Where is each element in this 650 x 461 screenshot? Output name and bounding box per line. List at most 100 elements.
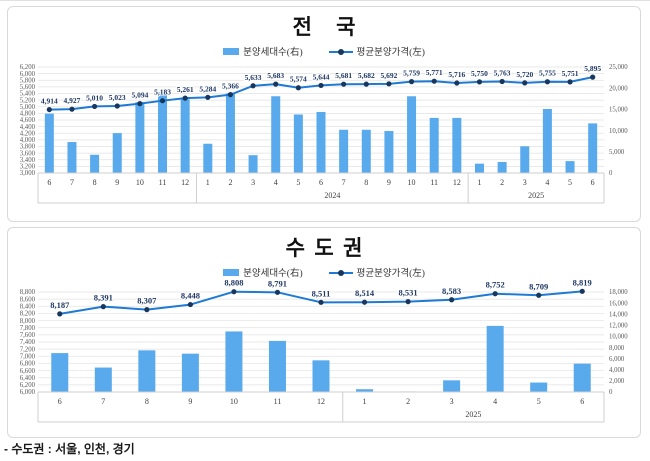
svg-text:4: 4 (493, 397, 497, 406)
legend-item-bar: 분양세대수(右) (223, 44, 303, 58)
chart-title-capital: 수도권 (285, 236, 372, 260)
svg-text:1: 1 (363, 397, 367, 406)
svg-text:5,366: 5,366 (222, 82, 239, 91)
legend-capital: 분양세대수(右) 평균분양가격(左) (8, 264, 640, 280)
svg-text:5,200: 5,200 (20, 97, 36, 104)
svg-text:2,000: 2,000 (609, 378, 625, 385)
svg-text:0: 0 (609, 170, 613, 177)
svg-text:5,023: 5,023 (109, 93, 126, 102)
svg-text:12: 12 (181, 178, 189, 187)
svg-text:5: 5 (568, 178, 572, 187)
svg-text:5,261: 5,261 (177, 85, 194, 94)
svg-text:8,200: 8,200 (20, 311, 36, 318)
svg-text:5,681: 5,681 (335, 71, 352, 80)
svg-text:8,600: 8,600 (20, 296, 36, 303)
svg-text:4,914: 4,914 (41, 97, 58, 106)
svg-text:3,000: 3,000 (20, 170, 36, 177)
svg-text:7,600: 7,600 (20, 332, 36, 339)
svg-text:8,531: 8,531 (399, 288, 418, 298)
svg-text:8: 8 (364, 178, 368, 187)
svg-text:8: 8 (145, 397, 149, 406)
line-series-swatch (328, 269, 353, 276)
svg-text:3: 3 (251, 178, 255, 187)
svg-text:8,448: 8,448 (181, 291, 200, 301)
svg-text:25,000: 25,000 (609, 64, 628, 71)
svg-text:5,895: 5,895 (584, 64, 601, 73)
svg-text:2025: 2025 (465, 410, 481, 419)
svg-text:18,000: 18,000 (609, 289, 628, 296)
svg-text:5,600: 5,600 (20, 84, 36, 91)
svg-text:7,200: 7,200 (20, 346, 36, 353)
page-top-divider (0, 0, 650, 1)
svg-text:10: 10 (408, 178, 416, 187)
svg-text:8,391: 8,391 (94, 293, 113, 303)
svg-text:4,600: 4,600 (20, 117, 36, 124)
svg-text:10,000: 10,000 (609, 334, 628, 341)
svg-text:8,800: 8,800 (20, 289, 36, 296)
svg-text:5,574: 5,574 (290, 75, 307, 84)
legend-label-bar: 분양세대수(右) (243, 48, 303, 58)
legend-label-bar: 분양세대수(右) (243, 269, 303, 279)
svg-text:10,000: 10,000 (609, 128, 628, 135)
svg-text:2: 2 (228, 178, 232, 187)
svg-text:2024: 2024 (324, 191, 340, 200)
svg-text:8,511: 8,511 (312, 288, 331, 298)
svg-text:3,400: 3,400 (20, 157, 36, 164)
svg-text:7,400: 7,400 (20, 339, 36, 346)
svg-text:20,000: 20,000 (609, 85, 628, 92)
svg-text:7,800: 7,800 (20, 325, 36, 332)
svg-text:6,800: 6,800 (20, 361, 36, 368)
svg-text:11: 11 (159, 178, 167, 187)
svg-text:0: 0 (609, 389, 613, 396)
svg-text:5,000: 5,000 (609, 149, 625, 156)
svg-text:5,010: 5,010 (86, 93, 103, 102)
svg-text:8,307: 8,307 (137, 296, 157, 306)
svg-text:6,200: 6,200 (20, 64, 36, 71)
svg-text:4: 4 (545, 178, 549, 187)
svg-text:5,094: 5,094 (131, 91, 148, 100)
svg-text:3,200: 3,200 (20, 164, 36, 171)
svg-text:5,720: 5,720 (516, 70, 533, 79)
svg-text:3,800: 3,800 (20, 144, 36, 151)
svg-text:7,000: 7,000 (20, 353, 36, 360)
svg-text:5,716: 5,716 (448, 70, 465, 79)
svg-text:5,000: 5,000 (20, 104, 36, 111)
legend-label-line: 평균분양가격(左) (356, 269, 425, 279)
svg-text:12: 12 (453, 178, 461, 187)
svg-text:5,183: 5,183 (154, 88, 171, 97)
svg-text:11: 11 (430, 178, 438, 187)
svg-text:5,759: 5,759 (403, 69, 420, 78)
svg-text:5,763: 5,763 (494, 68, 511, 77)
svg-text:14,000: 14,000 (609, 311, 628, 318)
svg-text:8,709: 8,709 (529, 281, 548, 291)
svg-text:8,514: 8,514 (355, 288, 375, 298)
combo-chart-national: 3,0003,2003,4003,6003,8004,0004,2004,400… (20, 63, 628, 204)
svg-text:8,583: 8,583 (442, 286, 461, 296)
svg-text:5,771: 5,771 (426, 68, 443, 77)
svg-text:6: 6 (580, 397, 584, 406)
svg-text:1: 1 (477, 178, 481, 187)
svg-text:8,187: 8,187 (50, 300, 70, 310)
svg-text:4,000: 4,000 (20, 137, 36, 144)
svg-text:9: 9 (387, 178, 391, 187)
bar-series-swatch (223, 47, 240, 55)
svg-text:2: 2 (406, 397, 410, 406)
svg-text:5,750: 5,750 (471, 69, 488, 78)
line-series-swatch (328, 48, 353, 55)
svg-text:6,200: 6,200 (20, 382, 36, 389)
svg-text:6,000: 6,000 (20, 71, 36, 78)
svg-text:6,000: 6,000 (609, 356, 625, 363)
svg-text:7: 7 (342, 178, 346, 187)
legend-item-bar: 분양세대수(右) (223, 265, 303, 279)
svg-text:5,644: 5,644 (313, 72, 330, 81)
svg-text:5,800: 5,800 (20, 77, 36, 84)
svg-text:4,400: 4,400 (20, 124, 36, 131)
legend-item-line: 평균분양가격(左) (328, 44, 425, 58)
svg-text:5,692: 5,692 (380, 71, 397, 80)
svg-text:5,400: 5,400 (20, 91, 36, 98)
legend-item-line: 평균분양가격(左) (328, 265, 425, 279)
svg-text:7: 7 (70, 178, 74, 187)
svg-text:5,682: 5,682 (358, 71, 375, 80)
svg-text:5,284: 5,284 (199, 84, 216, 93)
svg-text:11: 11 (274, 397, 282, 406)
